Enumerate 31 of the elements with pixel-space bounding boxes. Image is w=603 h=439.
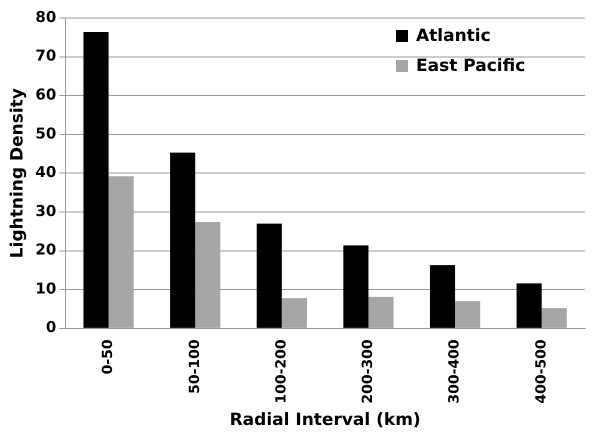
y-tick-label: 70 bbox=[35, 46, 56, 65]
bar bbox=[343, 245, 368, 328]
y-axis-title: Lightning Density bbox=[8, 88, 28, 258]
bar bbox=[542, 308, 567, 328]
y-tick-label: 30 bbox=[35, 202, 56, 220]
bar bbox=[195, 222, 220, 328]
x-tick-label: 200-300 bbox=[360, 339, 376, 404]
y-tick-label: 0 bbox=[46, 318, 56, 336]
bar bbox=[455, 301, 480, 328]
x-tick-label: 50-100 bbox=[186, 339, 203, 394]
legend-label: Atlantic bbox=[416, 26, 491, 46]
x-tick-label: 400-500 bbox=[533, 339, 550, 404]
bar bbox=[256, 224, 282, 328]
bar bbox=[108, 176, 134, 328]
bar bbox=[282, 298, 307, 328]
bar bbox=[83, 32, 109, 328]
x-tick-label: 0-50 bbox=[100, 339, 116, 374]
y-tick-label: 40 bbox=[35, 163, 56, 182]
x-axis-title: Radial Interval (km) bbox=[230, 410, 421, 430]
legend-label: East Pacific bbox=[416, 56, 526, 76]
x-tick-label: 100-200 bbox=[273, 339, 290, 404]
y-tick-label: 50 bbox=[35, 124, 56, 142]
y-tick-label: 10 bbox=[35, 279, 56, 298]
y-tick-label: 80 bbox=[35, 8, 56, 26]
bar bbox=[170, 152, 196, 328]
bar bbox=[430, 265, 456, 328]
y-tick-label: 60 bbox=[35, 85, 56, 104]
x-tick-label: 300-400 bbox=[446, 339, 463, 404]
bar bbox=[516, 283, 542, 328]
bar bbox=[368, 296, 394, 328]
y-tick-label: 20 bbox=[35, 240, 56, 259]
